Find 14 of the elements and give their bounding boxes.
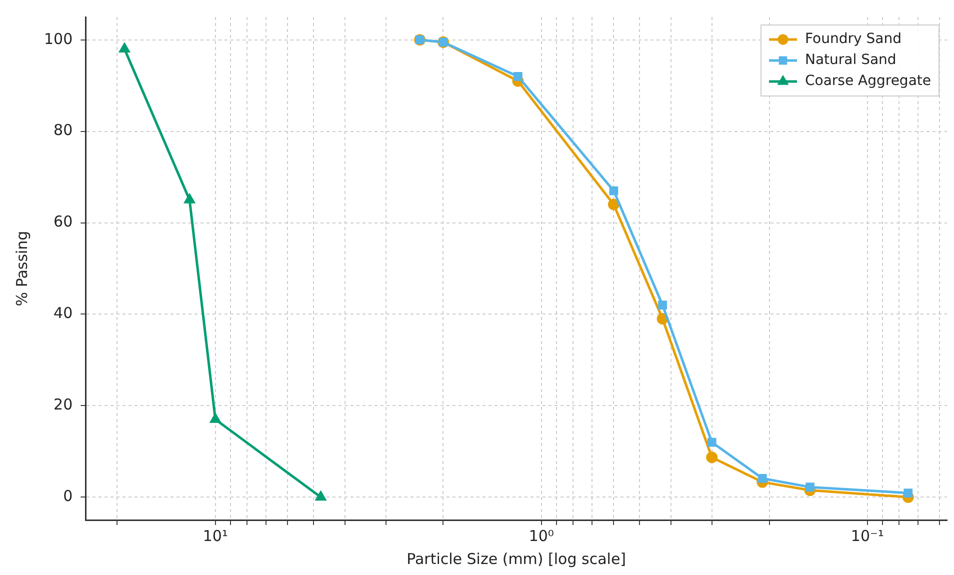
x-tick-label: 10¹ <box>202 526 228 545</box>
y-tick-label: 60 <box>54 212 73 231</box>
legend-label: Coarse Aggregate <box>804 73 931 90</box>
legend-label: Foundry Sand <box>804 31 902 48</box>
y-tick-label: 100 <box>44 30 73 48</box>
x-tick-label: 10⁰ <box>528 526 554 545</box>
y-tick-label: 20 <box>54 396 73 414</box>
y-tick-label: 40 <box>54 304 73 322</box>
x-tick-label: 10⁻¹ <box>850 526 884 545</box>
y-tick-label: 80 <box>54 121 73 140</box>
x-axis-title: Particle Size (mm) [log scale] <box>406 550 626 568</box>
y-axis-title: % Passing <box>12 230 31 306</box>
legend-label: Natural Sand <box>804 52 896 68</box>
y-tick-label: 0 <box>63 487 73 506</box>
